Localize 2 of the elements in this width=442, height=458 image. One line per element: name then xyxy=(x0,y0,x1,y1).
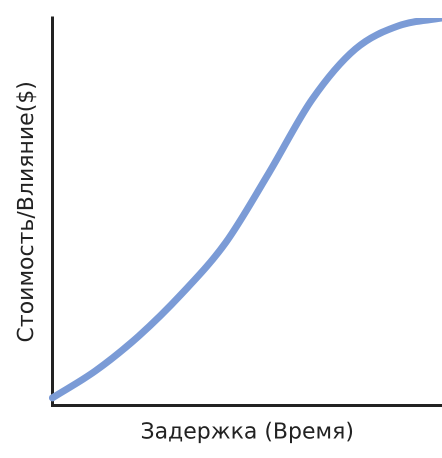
x-axis-title: Задержка (Время) xyxy=(140,420,354,445)
y-axis-title: Стоимость/Влияние($) xyxy=(14,81,39,342)
